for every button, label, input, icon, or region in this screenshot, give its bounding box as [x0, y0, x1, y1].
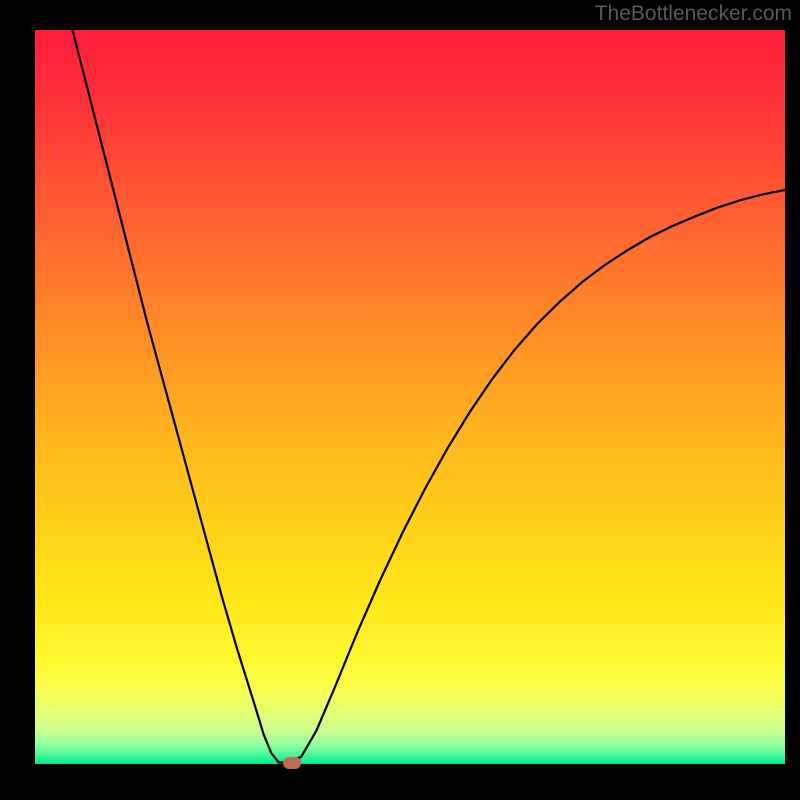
plot-background [35, 30, 785, 764]
plot-area [35, 30, 785, 764]
watermark-text: TheBottlenecker.com [595, 2, 792, 26]
bottleneck-curve [73, 30, 786, 763]
minimum-marker [283, 757, 301, 769]
curve-svg [35, 30, 785, 764]
